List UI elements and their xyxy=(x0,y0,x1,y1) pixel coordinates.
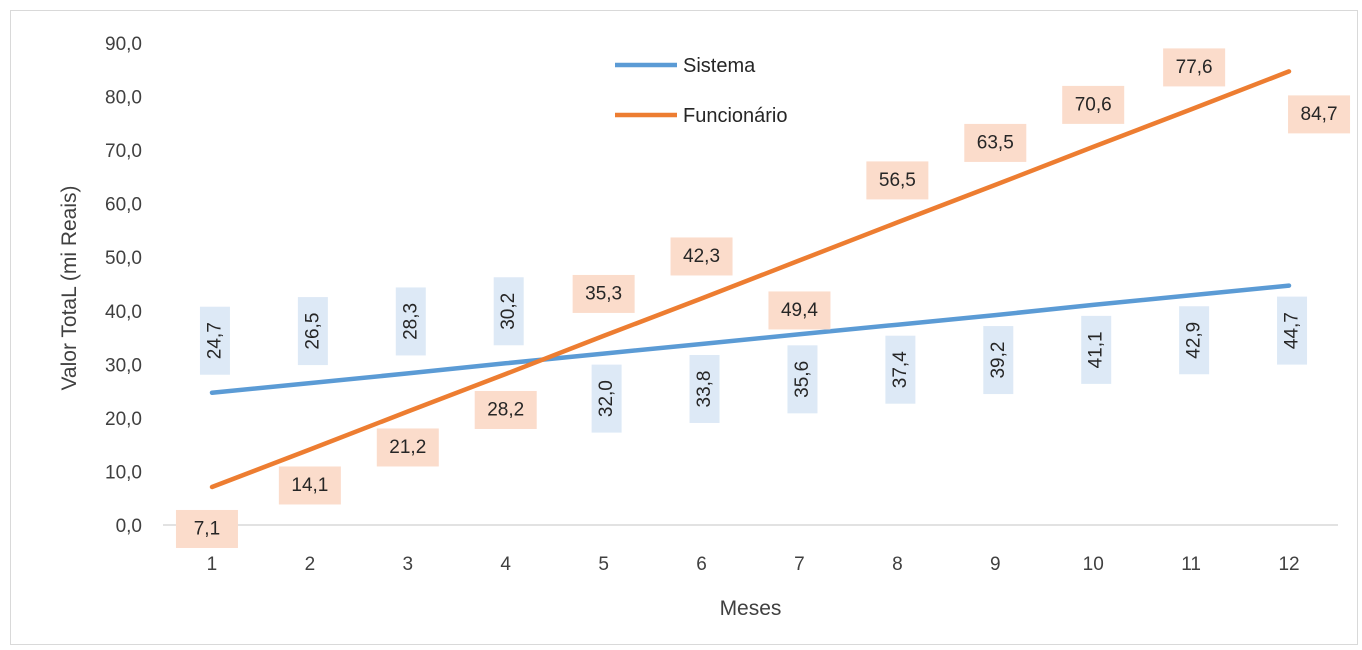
x-tick-label: 3 xyxy=(403,554,414,575)
data-label-funcionario: 21,2 xyxy=(389,437,426,458)
data-label-bg xyxy=(297,297,328,366)
x-tick-label: 2 xyxy=(305,554,316,575)
x-tick-label: 4 xyxy=(500,554,511,575)
data-label-bg xyxy=(885,335,916,404)
x-axis-ticks: 1 2 3 4 5 6 7 8 9 10 11 12 xyxy=(207,554,1300,575)
series-line-funcionario xyxy=(209,69,1292,490)
data-label-sistema: 41,1 xyxy=(1086,331,1107,368)
x-tick-label: 6 xyxy=(696,554,707,575)
data-label-bg xyxy=(199,306,230,375)
data-label-sistema: 44,7 xyxy=(1282,312,1303,349)
x-tick-label: 12 xyxy=(1278,554,1299,575)
data-labels: 24,7 26,5 28,3 30,2 32,0 33,8 35,6 37,4 39,2 41,1… xyxy=(175,48,1351,548)
data-label-bg xyxy=(1081,315,1112,384)
series-line-sistema xyxy=(209,283,1292,395)
y-tick-label: 70,0 xyxy=(105,141,142,162)
y-tick-label: 30,0 xyxy=(105,355,142,376)
data-label-bg xyxy=(376,428,439,467)
data-label-bg xyxy=(1179,306,1210,375)
data-label-funcionario: 63,5 xyxy=(977,132,1014,153)
data-label-sistema: 37,4 xyxy=(890,351,911,388)
data-label-funcionario: 84,7 xyxy=(1301,104,1338,125)
data-label-bg xyxy=(1277,296,1308,365)
legend: Sistema Funcionário xyxy=(615,55,788,127)
data-label-bg xyxy=(474,390,537,429)
y-tick-label: 10,0 xyxy=(105,462,142,483)
data-label-bg xyxy=(768,291,831,330)
data-label-funcionario: 56,5 xyxy=(879,170,916,191)
x-tick-label: 1 xyxy=(207,554,218,575)
data-label-funcionario: 14,1 xyxy=(291,475,328,496)
data-label-bg xyxy=(1288,95,1351,134)
data-label-sistema: 42,9 xyxy=(1184,322,1205,359)
x-tick-label: 9 xyxy=(990,554,1001,575)
data-label-bg xyxy=(670,237,733,276)
y-tick-label: 90,0 xyxy=(105,34,142,55)
data-label-bg xyxy=(175,509,238,548)
data-label-sistema: 39,2 xyxy=(988,342,1009,379)
y-tick-label: 40,0 xyxy=(105,302,142,323)
data-label-sistema: 32,0 xyxy=(596,380,617,417)
legend-label-sistema: Sistema xyxy=(683,55,756,77)
data-label-sistema: 26,5 xyxy=(302,313,323,350)
data-label-bg xyxy=(866,161,929,200)
y-tick-label: 80,0 xyxy=(105,88,142,109)
data-label-sistema: 30,2 xyxy=(498,293,519,330)
legend-label-funcionario: Funcionário xyxy=(683,105,788,127)
data-label-funcionario: 42,3 xyxy=(683,246,720,267)
y-tick-label: 0,0 xyxy=(116,516,142,537)
x-tick-label: 7 xyxy=(794,554,805,575)
data-label-funcionario: 35,3 xyxy=(585,283,622,304)
data-label-bg xyxy=(1062,85,1125,124)
x-tick-label: 8 xyxy=(892,554,903,575)
data-label-bg xyxy=(689,354,720,423)
series-lines xyxy=(209,69,1292,490)
data-label-bg xyxy=(493,277,524,346)
data-label-funcionario: 7,1 xyxy=(194,518,220,539)
y-axis-title: Valor TotaL (mi Reais) xyxy=(58,185,81,390)
data-label-sistema: 33,8 xyxy=(694,370,715,407)
y-tick-label: 60,0 xyxy=(105,195,142,216)
data-label-bg xyxy=(395,287,426,356)
data-label-bg xyxy=(572,274,635,313)
y-tick-label: 50,0 xyxy=(105,248,142,269)
data-label-bg xyxy=(787,345,818,414)
data-label-bg xyxy=(964,123,1027,162)
data-label-funcionario: 77,6 xyxy=(1176,57,1213,78)
data-label-bg xyxy=(278,466,341,505)
x-tick-label: 10 xyxy=(1083,554,1104,575)
data-label-sistema: 24,7 xyxy=(204,322,225,359)
data-label-sistema: 35,6 xyxy=(792,361,813,398)
x-axis-title: Meses xyxy=(720,597,782,620)
x-tick-label: 11 xyxy=(1181,554,1201,575)
data-label-funcionario: 70,6 xyxy=(1075,94,1112,115)
x-tick-label: 5 xyxy=(598,554,609,575)
data-label-funcionario: 49,4 xyxy=(781,300,818,321)
data-label-bg xyxy=(983,326,1014,395)
y-axis-ticks: 0,0 10,0 20,0 30,0 40,0 50,0 60,0 70,0 80,0 90,0 xyxy=(105,34,142,537)
data-label-funcionario: 28,2 xyxy=(487,399,524,420)
data-label-bg xyxy=(591,364,622,433)
y-tick-label: 20,0 xyxy=(105,409,142,430)
data-label-sistema: 28,3 xyxy=(400,303,421,340)
data-label-bg xyxy=(1163,48,1226,87)
